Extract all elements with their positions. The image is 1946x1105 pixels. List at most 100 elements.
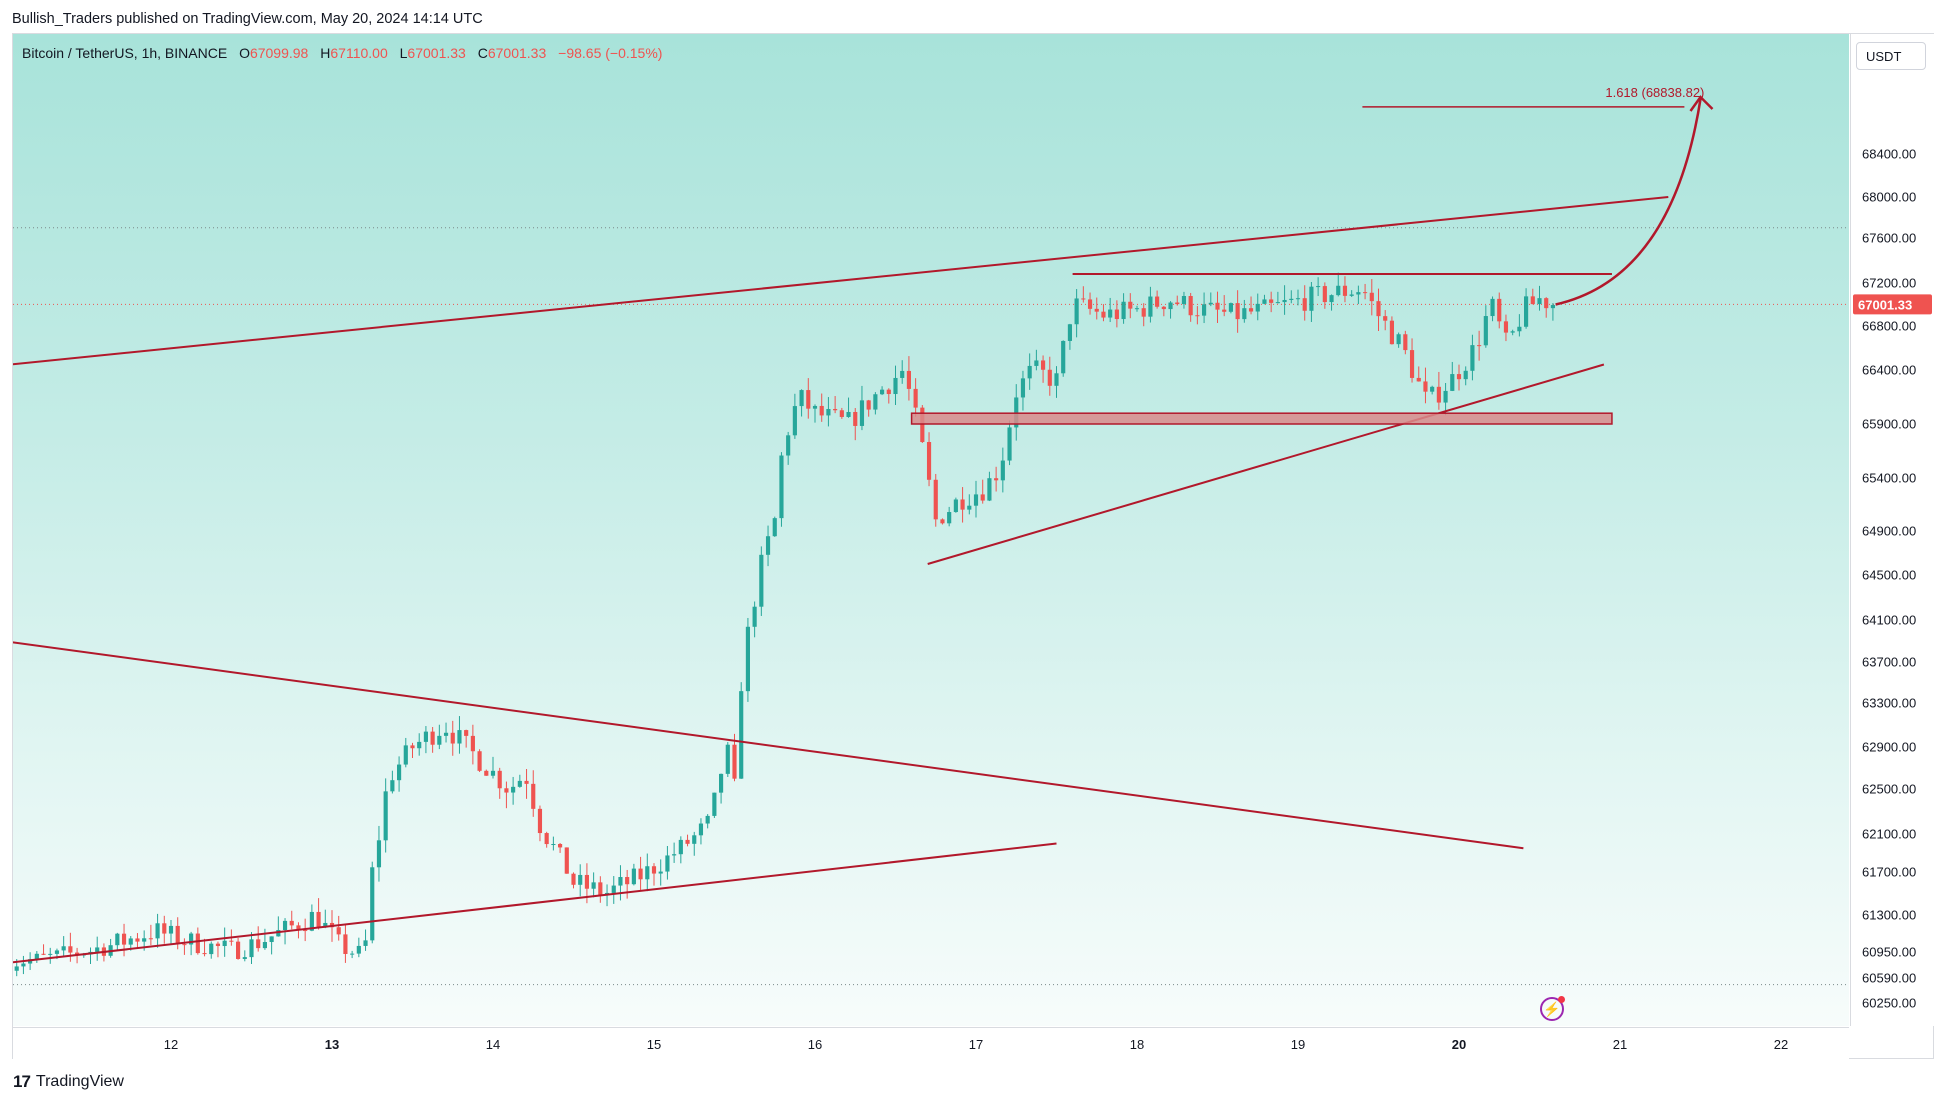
candle-down (135, 938, 140, 942)
candle-down (1155, 296, 1160, 307)
candle-down (651, 866, 657, 874)
plot-area[interactable] (13, 34, 1849, 1026)
candle-up (282, 920, 288, 931)
candle-up (1202, 304, 1207, 316)
price-tick-label: 64900.00 (1862, 524, 1916, 539)
candle-down (497, 770, 502, 789)
candle-down (598, 882, 603, 896)
candle-down (336, 927, 341, 935)
candle-up (591, 882, 596, 889)
tradingview-logo-icon: 17 (13, 1072, 31, 1091)
candle-down (1423, 381, 1428, 392)
candle-up (1336, 285, 1341, 296)
candle-up (1134, 308, 1140, 310)
candle-down (1530, 296, 1535, 305)
candle-up (752, 606, 757, 627)
candle-down (175, 925, 180, 945)
currency-button[interactable]: USDT (1856, 42, 1926, 70)
time-tick-label: 13 (325, 1037, 339, 1052)
candle-down (215, 943, 221, 947)
candle-up (249, 939, 254, 958)
price-tick-label: 64100.00 (1862, 613, 1916, 628)
candle-down (920, 407, 925, 443)
candle-down (1503, 321, 1509, 333)
time-tick-label: 22 (1774, 1037, 1788, 1052)
candle-down (558, 843, 563, 848)
candle-up (786, 435, 791, 456)
candle-up (705, 815, 710, 824)
candle-up (1550, 305, 1555, 309)
candle-down (913, 388, 918, 408)
candle-up (1483, 316, 1488, 346)
change-value: −98.65 (−0.15%) (558, 45, 663, 61)
candle-up (967, 505, 972, 510)
candle-up (1450, 374, 1455, 391)
candle-down (195, 933, 200, 954)
candle-up (1054, 373, 1059, 386)
candle-down (504, 788, 509, 793)
candle-up (397, 764, 402, 781)
candle-up (423, 731, 428, 742)
candle-up (457, 730, 462, 744)
candle-up (859, 400, 865, 426)
candle-down (296, 925, 301, 931)
candle-down (68, 946, 73, 953)
candle-up (1275, 302, 1280, 304)
rising-support-line (927, 363, 1605, 565)
low-value: 67001.33 (407, 45, 466, 61)
candle-down (940, 519, 945, 524)
candle-up (665, 855, 670, 872)
candle-up (376, 840, 382, 868)
candle-up (947, 512, 952, 524)
candle-down (1195, 315, 1200, 317)
candle-up (672, 854, 677, 856)
candle-up (1242, 308, 1247, 320)
candle-up (142, 938, 147, 942)
candle-down (926, 442, 932, 480)
candle-up (745, 626, 750, 692)
candle-up (973, 494, 979, 506)
candle-up (712, 792, 717, 816)
price-tick-label: 63700.00 (1862, 655, 1916, 670)
candle-up (54, 950, 60, 954)
candle-up (363, 940, 368, 946)
candle-down (819, 405, 824, 416)
candle-down (484, 770, 489, 776)
candle-down (1161, 306, 1166, 310)
lightning-icon[interactable]: ⚡ (1540, 996, 1565, 1021)
projection-arrowhead (1689, 95, 1714, 112)
candle-up (95, 947, 100, 952)
time-axis[interactable] (13, 1027, 1849, 1059)
candle-down (1094, 308, 1099, 312)
price-tick-label: 61300.00 (1862, 908, 1916, 923)
price-tick-label: 66400.00 (1862, 363, 1916, 378)
publisher-caption: Bullish_Traders published on TradingView… (12, 11, 483, 27)
notification-dot (1558, 996, 1565, 1003)
candle-up (578, 874, 583, 885)
candle-up (1262, 299, 1267, 304)
candle-up (242, 957, 247, 959)
candle-down (1188, 296, 1193, 316)
candle-up (128, 938, 133, 945)
candle-up (846, 411, 851, 417)
candle-up (383, 791, 388, 841)
candle-up (61, 946, 66, 951)
candle-down (625, 877, 630, 885)
candle-down (1389, 320, 1394, 345)
falling-trend-line (13, 641, 1524, 850)
symbol-title[interactable]: Bitcoin / TetherUS, 1h, BINANCE (22, 45, 228, 61)
candle-down (430, 731, 435, 745)
candle-down (1456, 374, 1462, 380)
candle-down (638, 868, 643, 880)
candle-down (839, 410, 844, 417)
candle-down (960, 499, 965, 510)
price-tick-label: 62900.00 (1862, 740, 1916, 755)
candle-down (1128, 301, 1133, 309)
candle-down (316, 911, 321, 928)
candle-up (189, 933, 194, 945)
price-axis[interactable] (1850, 34, 1934, 1026)
candle-down (537, 808, 543, 834)
candle-up (759, 554, 764, 607)
candle-up (739, 691, 744, 779)
candle-up (725, 744, 730, 774)
